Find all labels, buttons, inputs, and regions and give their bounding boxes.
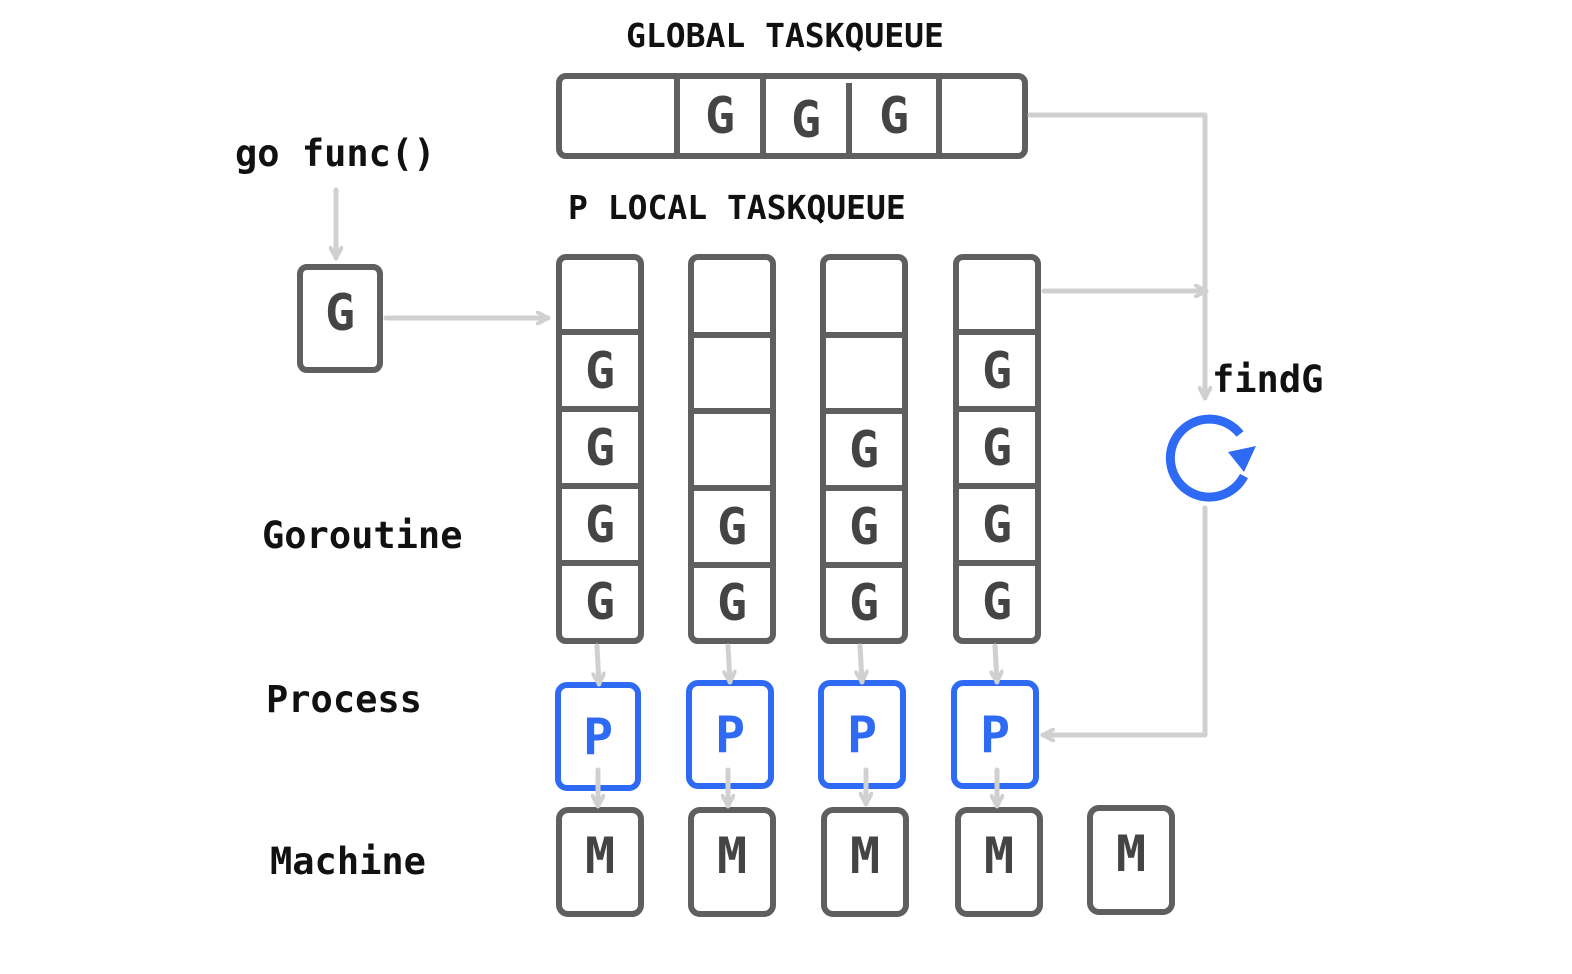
local-queue: G G G <box>820 254 908 644</box>
global-queue-slot <box>562 79 680 153</box>
global-queue-slot: G <box>852 79 942 153</box>
machine-box: M <box>821 807 909 917</box>
row-label-goroutine: Goroutine <box>262 514 463 557</box>
local-queue-slot <box>694 260 770 338</box>
local-queue-slot: G <box>959 335 1035 412</box>
row-label-machine: Machine <box>270 840 426 883</box>
arrow-queue-to-p <box>597 643 599 687</box>
findg-label: findG <box>1212 358 1324 401</box>
new-goroutine-box: G <box>297 264 383 373</box>
local-queue-slot <box>562 260 638 335</box>
machine-box: M <box>955 807 1043 917</box>
row-label-process: Process <box>266 678 422 721</box>
local-taskqueue-title: P LOCAL TASKQUEUE <box>568 188 906 227</box>
local-queue-slot <box>826 338 902 414</box>
arrow-queue-to-p <box>728 643 730 685</box>
local-queue-slot <box>826 260 902 338</box>
arrow-global-to-findg <box>1027 112 1205 401</box>
arrow-findg-to-processor <box>1040 505 1208 735</box>
processor-box: P <box>951 680 1039 789</box>
global-queue-slot <box>942 79 1022 153</box>
local-queue-slot: G <box>981 573 1013 631</box>
local-queue-slot: G <box>562 412 638 489</box>
local-queue-slot: G <box>826 414 902 491</box>
local-queue: G G G G <box>556 254 644 644</box>
processor-box: P <box>818 680 906 789</box>
local-queue-slot: G <box>562 489 638 566</box>
local-queue-slot <box>694 338 770 414</box>
machine-box: M <box>688 807 776 917</box>
local-queue-slot: G <box>694 491 770 568</box>
refresh-icon <box>1165 414 1256 502</box>
local-queue-slot: G <box>826 491 902 568</box>
local-queue-slot: G <box>848 574 880 632</box>
local-queue: G G <box>688 254 776 644</box>
local-queue-slot <box>694 414 770 491</box>
global-queue-slot: G <box>766 83 852 157</box>
global-taskqueue: G G G <box>556 73 1028 159</box>
local-queue-slot: G <box>716 574 748 632</box>
arrow-queue-to-p <box>860 643 862 685</box>
global-taskqueue-title: GLOBAL TASKQUEUE <box>626 16 944 55</box>
processor-box: P <box>555 682 641 791</box>
local-queue-slot <box>959 260 1035 335</box>
processor-box: P <box>686 680 774 789</box>
machine-box: M <box>556 807 644 917</box>
local-queue: G G G G <box>953 254 1041 644</box>
local-queue-slot: G <box>562 335 638 412</box>
global-queue-slot: G <box>680 79 766 153</box>
go-func-label: go func() <box>235 132 436 175</box>
local-queue-slot: G <box>959 489 1035 566</box>
local-queue-slot: G <box>584 573 616 631</box>
new-goroutine-label: G <box>324 284 356 342</box>
machine-box: M <box>1087 805 1175 915</box>
arrow-queue-to-p <box>995 643 997 685</box>
local-queue-slot: G <box>959 412 1035 489</box>
